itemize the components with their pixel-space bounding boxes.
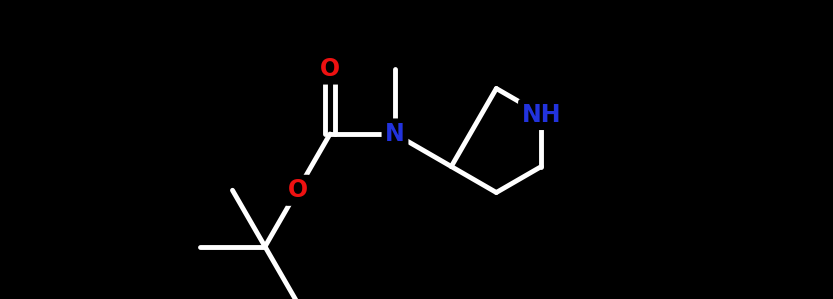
Text: O: O: [287, 178, 307, 202]
Text: N: N: [385, 122, 405, 146]
Text: NH: NH: [521, 103, 561, 126]
Text: O: O: [320, 57, 340, 81]
